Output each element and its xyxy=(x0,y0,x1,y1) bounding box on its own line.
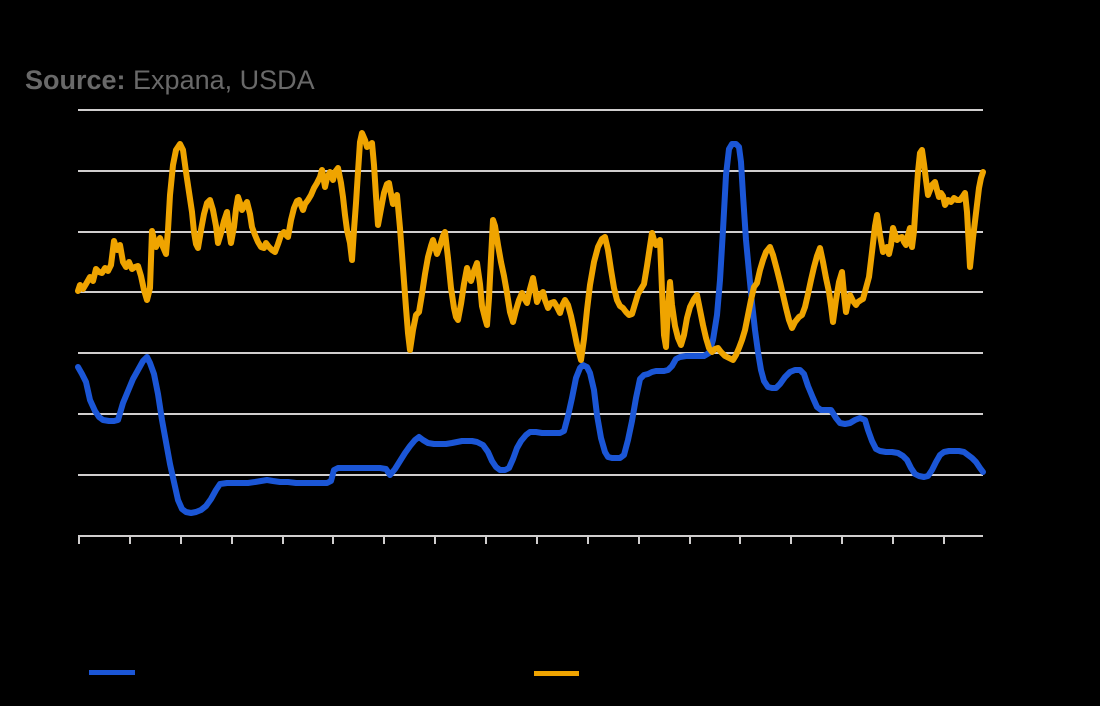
legend-swatch-blue xyxy=(89,670,135,675)
blue-series-line xyxy=(75,141,986,516)
legend-swatch-orange xyxy=(534,671,579,676)
source-note-prefix: Source: xyxy=(25,65,134,95)
source-note: Source: Expana, USDA xyxy=(10,40,315,94)
source-note-text: Expana, USDA xyxy=(133,65,315,95)
orange-series-line xyxy=(75,130,986,363)
